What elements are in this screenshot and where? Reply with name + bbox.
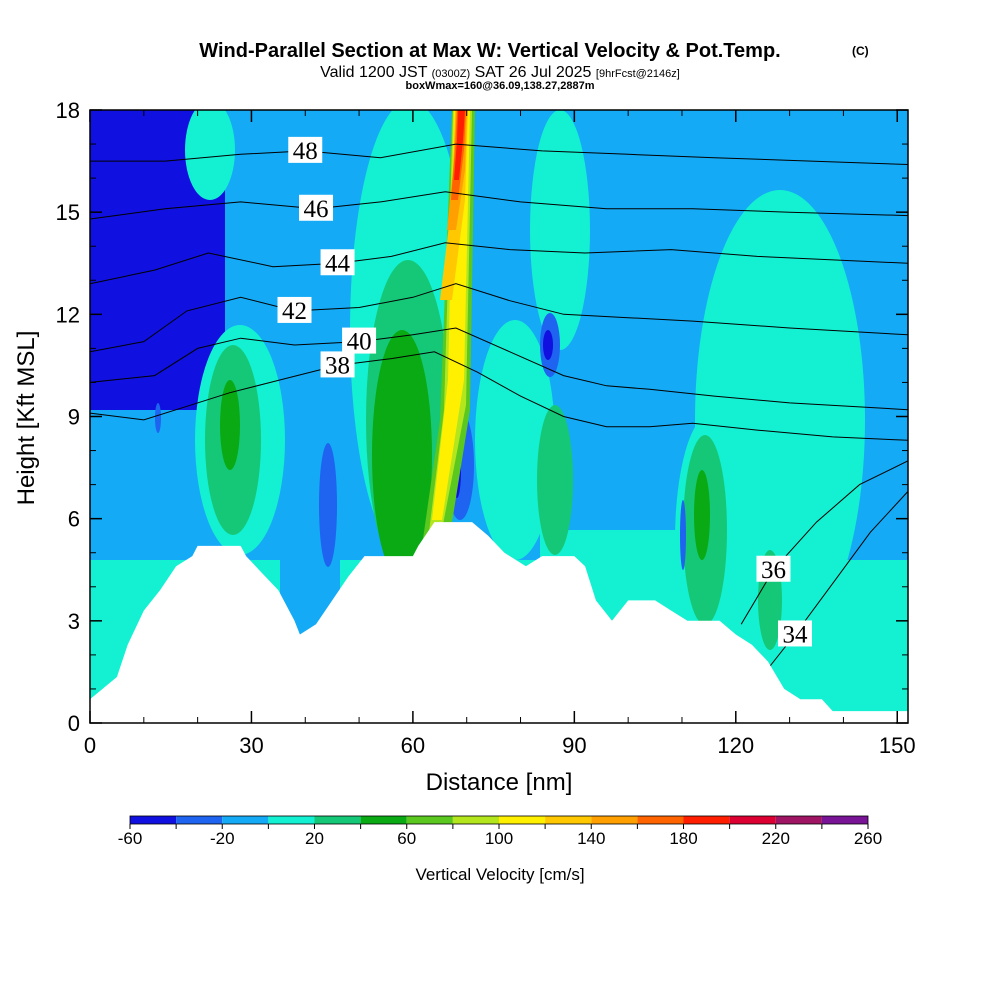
colorbar-swatch <box>821 816 868 824</box>
terrain-mask <box>90 522 908 723</box>
colorbar-tick-label: -20 <box>210 829 235 848</box>
theta-label-box <box>277 296 312 323</box>
theta-label-48: 48 <box>293 138 318 165</box>
field-region <box>475 320 555 560</box>
colorbar-tick-label: 260 <box>854 829 882 848</box>
theta-label-box <box>288 136 323 163</box>
field-region <box>155 403 161 433</box>
plot-area <box>90 110 908 723</box>
colorbar-label: Vertical Velocity [cm/s] <box>415 865 584 884</box>
theta-label-38: 38 <box>325 352 350 379</box>
colorbar-swatch <box>406 816 453 824</box>
theta-label-46: 46 <box>304 196 329 223</box>
colorbar-tick-label: 140 <box>577 829 605 848</box>
colorbar-tick-label: -60 <box>118 829 143 848</box>
subtitle-date: SAT 26 Jul 2025 <box>475 64 592 81</box>
x-tick-label: 150 <box>879 733 916 758</box>
colorbar-swatch <box>314 816 361 824</box>
field-region <box>185 110 235 200</box>
colorbar-tick-label: 20 <box>305 829 324 848</box>
field-region <box>537 405 573 555</box>
field-region <box>372 330 432 580</box>
y-tick-label: 3 <box>68 609 80 634</box>
x-tick-label: 120 <box>717 733 754 758</box>
theta-label-box <box>342 327 377 354</box>
y-tick-label: 6 <box>68 507 80 532</box>
box-info: boxWmax=160@36.09,138.27,2887m <box>406 80 595 92</box>
colorbar: -60 -20 20 60 100 140 180 220 260 <box>118 815 882 848</box>
field-region <box>220 380 240 470</box>
copyright-mark: (C) <box>852 44 869 58</box>
theta-contour-48 <box>90 143 908 165</box>
field-region <box>694 470 710 560</box>
theta-contour-36 <box>740 460 908 625</box>
theta-contour-44 <box>90 242 908 285</box>
theta-label-box <box>320 249 355 276</box>
x-axis-label: Distance [nm] <box>426 769 573 796</box>
colorbar-tick-label: 180 <box>669 829 697 848</box>
colorbar-swatch <box>729 816 776 824</box>
colorbar-swatch <box>222 816 269 824</box>
colorbar-swatch <box>130 816 177 824</box>
colorbar-swatch <box>775 816 822 824</box>
theta-label-44: 44 <box>325 250 351 277</box>
colorbar-swatch <box>268 816 315 824</box>
chart-title: Wind-Parallel Section at Max W: Vertical… <box>199 40 780 62</box>
colorbar-swatch <box>637 816 684 824</box>
theta-contour-38 <box>90 351 908 441</box>
theta-label-36: 36 <box>761 557 786 584</box>
theta-contour-42 <box>90 283 908 353</box>
theta-contour-40 <box>90 327 908 411</box>
colorbar-swatch <box>176 816 223 824</box>
field-region <box>319 443 337 567</box>
theta-label-40: 40 <box>347 329 372 356</box>
subtitle-utc: (0300Z) <box>432 68 471 80</box>
field-region <box>530 110 590 350</box>
subtitle-valid-time: Valid 1200 JST <box>320 64 428 81</box>
x-tick-label: 30 <box>239 733 263 758</box>
theta-label-box <box>777 620 812 647</box>
theta-label-box <box>299 194 334 221</box>
y-tick-label: 18 <box>56 98 80 123</box>
colorbar-swatch <box>591 816 638 824</box>
y-tick-label: 12 <box>56 302 80 327</box>
theta-label-42: 42 <box>282 298 307 325</box>
field-region <box>680 500 686 570</box>
x-tick-label: 60 <box>401 733 425 758</box>
y-tick-label: 15 <box>56 200 80 225</box>
x-tick-label: 0 <box>84 733 96 758</box>
colorbar-swatch <box>499 816 546 824</box>
colorbar-tick-label: 60 <box>397 829 416 848</box>
y-tick-label: 0 <box>68 711 80 736</box>
colorbar-tick-label: 220 <box>762 829 790 848</box>
theta-label-box <box>756 555 791 582</box>
colorbar-swatch <box>360 816 407 824</box>
colorbar-swatch <box>452 816 499 824</box>
chart-subtitle: Valid 1200 JST (0300Z) SAT 26 Jul 2025 [… <box>320 64 680 81</box>
y-axis-label: Height [Kft MSL] <box>13 331 40 506</box>
y-tick-label: 9 <box>68 405 80 430</box>
colorbar-tick-label: 100 <box>485 829 513 848</box>
subtitle-forecast: [9hrFcst@2146z] <box>596 68 680 80</box>
theta-contour-46 <box>90 191 908 220</box>
theta-label-box <box>320 351 355 378</box>
x-tick-label: 90 <box>562 733 586 758</box>
colorbar-swatch <box>545 816 592 824</box>
colorbar-swatch <box>683 816 730 824</box>
field-region <box>543 330 553 360</box>
updraft-core <box>454 110 465 180</box>
theta-label-34: 34 <box>782 621 808 648</box>
